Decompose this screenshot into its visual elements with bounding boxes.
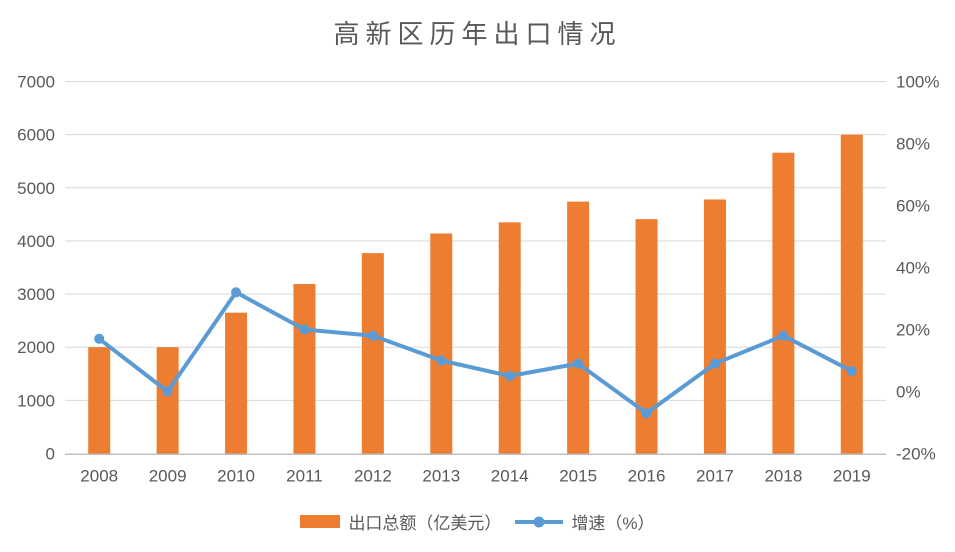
left-axis-tick-label: 3000 [17,285,55,304]
x-axis-tick-label: 2015 [559,467,597,486]
bar-2013 [430,233,453,454]
right-axis-tick-label: 20% [896,321,930,340]
x-axis-tick-label: 2014 [491,467,529,486]
x-axis-tick-label: 2009 [149,467,187,486]
left-axis-tick-label: 6000 [17,126,55,145]
point-2013 [436,355,447,366]
right-axis-tick-label: 80% [896,135,930,154]
legend-line-swatch-icon [515,516,564,527]
bar-2011 [293,283,316,454]
right-axis-tick-label: 40% [896,259,930,278]
point-2012 [367,330,378,341]
right-axis-tick-label: 60% [896,197,930,216]
point-2014 [504,371,515,381]
point-2017 [709,358,720,369]
right-axis-tick-label: 0% [896,383,921,402]
point-2015 [573,358,584,369]
right-axis-tick-label: -20% [896,445,936,464]
bar-2009 [156,347,179,454]
growth-line [97,290,854,416]
legend: 出口总额（亿美元） 增速（%） [0,509,955,534]
legend-bar-swatch-icon [300,515,341,528]
x-axis-tick-label: 2012 [354,467,392,486]
bar-2016 [635,219,658,454]
legend-line-label: 增速（%） [571,514,655,533]
bar-2008 [88,347,111,454]
legend-line-marker-icon [533,516,545,527]
point-2018 [778,330,789,341]
point-2016 [641,408,652,419]
left-axis-tick-label: 7000 [17,73,55,92]
x-axis-tick-label: 2016 [628,467,666,486]
left-axis-tick-label: 4000 [17,232,55,251]
bar-2012 [361,253,384,454]
bar-2017 [703,199,726,454]
x-axis-tick-label: 2010 [217,467,255,486]
bar-2010 [225,312,248,454]
left-axis-tick-label: 0 [46,445,55,464]
x-axis-tick-label: 2011 [286,467,323,486]
point-2010 [231,287,242,298]
x-axis-tick-label: 2017 [696,467,734,486]
point-2019 [846,366,857,377]
x-axis-tick-label: 2013 [422,467,460,486]
right-axis-tick-label: 100% [896,73,939,92]
point-2008 [94,333,105,344]
bar-2018 [772,152,795,454]
x-axis-tick-label: 2019 [833,467,871,486]
x-axis-tick-label: 2018 [764,467,802,486]
point-2009 [162,386,173,397]
point-2011 [299,324,310,335]
chart-title: 高新区历年出口情况 [333,20,622,50]
bar-2015 [567,201,590,454]
x-axis-tick-label: 2008 [80,467,118,486]
legend-bar-label: 出口总额（亿美元） [348,514,502,533]
left-axis-tick-label: 2000 [17,338,55,357]
bar-2019 [840,134,863,454]
left-axis-tick-label: 5000 [17,179,55,198]
bar-2014 [498,222,521,454]
left-axis-tick-label: 1000 [17,391,55,410]
